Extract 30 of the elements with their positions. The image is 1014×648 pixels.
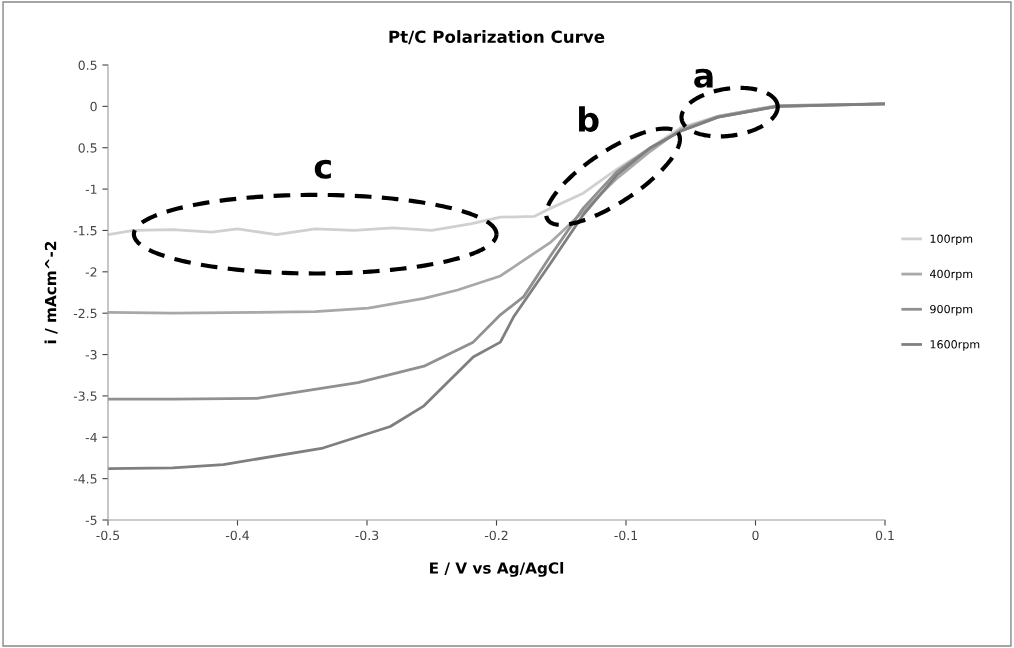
y-tick-label: -2 bbox=[85, 267, 97, 277]
y-tick-label: -1.5 bbox=[73, 226, 97, 236]
y-tick-label: -4 bbox=[85, 432, 97, 443]
legend-label: 400rpm bbox=[929, 269, 973, 281]
x-tick-label: 0.1 bbox=[875, 530, 894, 541]
chart-title: Pt/C Polarization Curve bbox=[389, 30, 605, 45]
x-tick-label: -0.4 bbox=[225, 530, 249, 541]
y-axis-title: i / mAcm^-2 bbox=[44, 241, 58, 344]
legend-label: 100rpm bbox=[930, 234, 973, 246]
annotation: b bbox=[579, 106, 599, 132]
y-tick-label: 0.5 bbox=[78, 143, 97, 153]
y-tick-label: -4.5 bbox=[73, 474, 97, 484]
x-axis-title: E / V vs Ag/AgCl bbox=[430, 561, 564, 577]
x-tick-label: -0.2 bbox=[484, 530, 508, 541]
y-tick-label: -3 bbox=[85, 350, 97, 360]
y-tick-label: -3.5 bbox=[73, 391, 97, 401]
annotation: c bbox=[314, 159, 331, 179]
x-tick-label: 0 bbox=[752, 530, 759, 541]
x-tick-label: -0.1 bbox=[614, 530, 638, 541]
x-tick-label: -0.5 bbox=[96, 530, 120, 541]
y-tick-label: -2.5 bbox=[73, 308, 97, 319]
y-tick-label: 0.5 bbox=[78, 60, 97, 70]
y-tick-label: -5 bbox=[85, 515, 97, 525]
legend-label: 1600rpm bbox=[930, 340, 980, 351]
y-tick-label: -1 bbox=[85, 184, 97, 194]
annotation: a bbox=[694, 68, 713, 88]
legend-label: 900rpm bbox=[930, 304, 973, 316]
y-tick-label: 0 bbox=[90, 101, 97, 112]
line-series bbox=[108, 102, 885, 471]
x-tick-label: -0.3 bbox=[355, 530, 379, 541]
